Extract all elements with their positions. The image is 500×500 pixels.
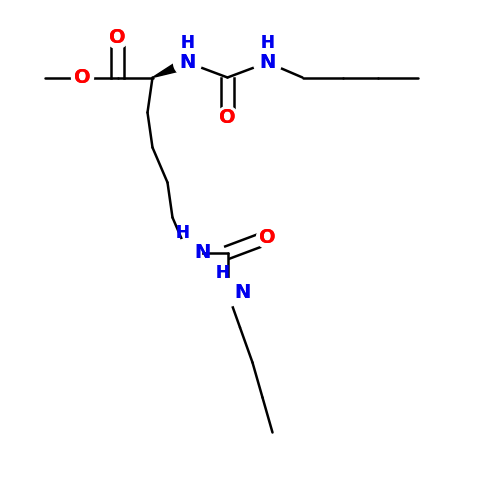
- Text: O: O: [74, 68, 91, 87]
- Text: H: H: [176, 224, 190, 242]
- Text: O: O: [109, 28, 126, 47]
- Text: O: O: [109, 28, 126, 47]
- Text: O: O: [259, 228, 276, 247]
- Text: N: N: [260, 53, 276, 72]
- Circle shape: [174, 238, 202, 266]
- Text: N: N: [234, 283, 250, 302]
- Text: H: H: [260, 34, 274, 52]
- Text: O: O: [219, 108, 236, 127]
- Text: N: N: [194, 243, 210, 262]
- Text: N: N: [260, 53, 276, 72]
- Circle shape: [256, 226, 278, 248]
- Text: N: N: [234, 283, 250, 302]
- Text: N: N: [180, 53, 196, 72]
- Polygon shape: [152, 56, 190, 78]
- Text: H: H: [260, 34, 274, 52]
- Circle shape: [174, 48, 202, 76]
- Circle shape: [216, 106, 238, 128]
- Circle shape: [72, 66, 94, 88]
- Circle shape: [214, 278, 242, 306]
- Text: H: H: [176, 224, 190, 242]
- Text: N: N: [180, 53, 196, 72]
- Circle shape: [106, 26, 128, 48]
- Text: O: O: [219, 108, 236, 127]
- Text: H: H: [180, 34, 194, 52]
- Text: O: O: [74, 68, 91, 87]
- Text: O: O: [259, 228, 276, 247]
- Circle shape: [254, 48, 281, 76]
- Text: H: H: [216, 264, 230, 281]
- Text: N: N: [194, 243, 210, 262]
- Text: H: H: [180, 34, 194, 52]
- Text: H: H: [216, 264, 230, 281]
